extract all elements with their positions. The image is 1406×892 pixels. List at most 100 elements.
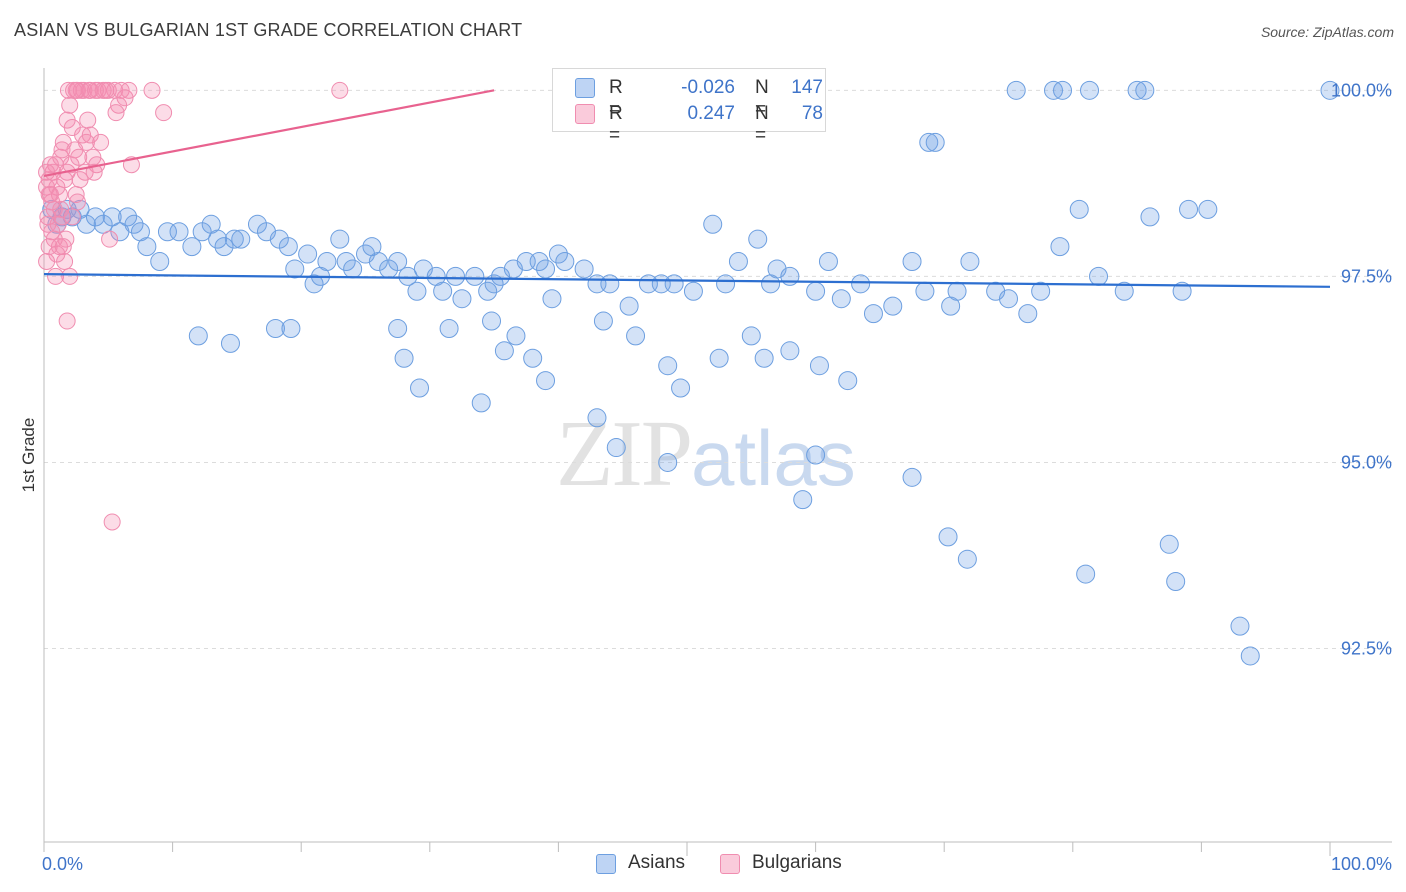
asian-point [214, 237, 234, 257]
asian-point [124, 214, 144, 234]
bulgarian-point [40, 186, 58, 204]
asian-point [838, 371, 858, 391]
bulgarian-point [38, 163, 56, 181]
asian-point [1127, 80, 1147, 100]
x-tick-label: 100.0% [1331, 854, 1392, 874]
asian-point [439, 318, 459, 338]
asian-point [957, 549, 977, 569]
asian-point [593, 311, 613, 331]
asian-point [388, 252, 408, 271]
r-label: R = [609, 103, 623, 146]
stats-legend: R = -0.026 N = 147 R = 0.247 N = 78 [552, 68, 826, 146]
asian-point [555, 252, 575, 271]
asian-point [748, 229, 768, 249]
bulgarian-point [53, 141, 71, 159]
asian-point [606, 438, 626, 458]
bulgarians-trend-line [43, 89, 495, 177]
asian-point [1172, 281, 1192, 301]
axes [43, 68, 1392, 856]
asian-point [542, 289, 562, 309]
bulgarian-point [79, 111, 97, 129]
n-label: N = [755, 103, 769, 146]
asian-point [224, 229, 244, 249]
asian-point [523, 348, 543, 368]
asian-point [1080, 80, 1100, 100]
bulgarian-point [58, 111, 76, 129]
r-value: 0.247 [687, 103, 735, 124]
asian-point [494, 341, 514, 361]
asian-point [741, 326, 761, 346]
r-value: -0.026 [681, 77, 735, 98]
asian-point [1179, 199, 1199, 219]
asian-point [999, 289, 1018, 309]
bulgarian-point [70, 148, 88, 166]
asian-point [407, 281, 427, 301]
asian-point [1140, 207, 1160, 227]
asian-point [1240, 646, 1260, 666]
asian-point [960, 252, 980, 271]
asian-point [600, 274, 620, 294]
asian-point [806, 281, 826, 301]
asian-point [658, 356, 678, 376]
asian-point [410, 378, 430, 398]
bulgarian-point [80, 81, 98, 99]
watermark: ZIPatlas [556, 400, 856, 508]
bulgarians-swatch [720, 854, 740, 874]
r-label: R = [609, 77, 623, 120]
asian-point [587, 408, 607, 428]
asian-point [398, 266, 418, 286]
bulgarian-point [101, 230, 119, 248]
asian-point [709, 348, 729, 368]
asian-point [1053, 80, 1073, 100]
bulgarian-point [54, 238, 72, 256]
asian-point [471, 393, 491, 413]
bulgarian-point [58, 312, 76, 330]
asian-point [947, 281, 967, 301]
asian-point [915, 281, 935, 301]
asian-point [330, 229, 350, 249]
legend-label-asians: Asians [628, 852, 686, 873]
asian-point [780, 341, 800, 361]
asian-point [478, 281, 498, 301]
asian-point [658, 452, 678, 472]
asian-point [304, 274, 324, 294]
bulgarian-point [143, 81, 161, 99]
asian-point [208, 229, 228, 249]
bulgarians-swatch [575, 104, 595, 124]
chart-title: ASIAN VS BULGARIAN 1ST GRADE CORRELATION… [14, 20, 523, 40]
watermark-atlas: atlas [691, 414, 856, 502]
asian-point [1069, 199, 1089, 219]
x-tick-label: 0.0% [42, 854, 83, 874]
asian-point [1006, 80, 1026, 100]
asian-point [452, 289, 472, 309]
asian-point [1076, 564, 1096, 584]
asian-point [1230, 616, 1250, 636]
trend-lines [43, 89, 1331, 288]
asian-point [1089, 266, 1109, 286]
asian-point [664, 274, 684, 294]
bulgarian-point [67, 81, 85, 99]
asian-point [188, 326, 208, 346]
asian-point [925, 132, 945, 152]
asian-point [809, 356, 829, 376]
asian-point [863, 304, 883, 324]
asian-point [671, 378, 691, 398]
asian-point [1018, 304, 1038, 324]
asian-point [1031, 281, 1051, 301]
bulgarian-point [47, 267, 65, 285]
bulgarian-point [120, 81, 138, 99]
asian-point [343, 259, 363, 279]
asian-point [118, 207, 138, 227]
asian-point [902, 467, 922, 487]
asian-point [102, 207, 122, 227]
n-value: 78 [801, 103, 823, 124]
bulgarian-point [107, 104, 125, 122]
asian-point [754, 348, 774, 368]
asian-point [433, 281, 453, 301]
asian-point [1135, 80, 1155, 100]
asian-point [265, 318, 285, 338]
asian-point [1166, 572, 1186, 592]
y-axis-label: 1st Grade [19, 418, 38, 493]
asian-point [919, 132, 939, 152]
n-value: 147 [791, 77, 823, 98]
